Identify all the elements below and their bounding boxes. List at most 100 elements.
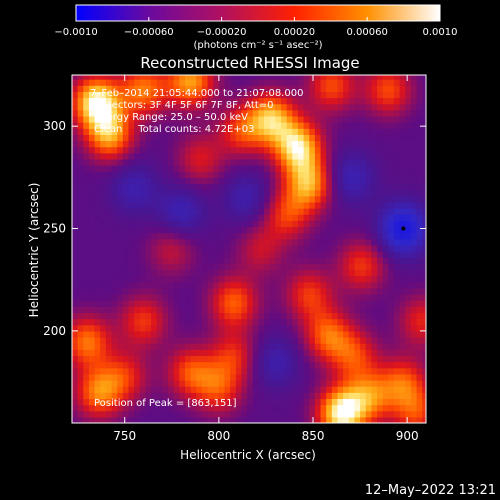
heatmap-cell (405, 140, 412, 148)
heatmap-cell (162, 79, 169, 86)
heatmap-cell (320, 349, 327, 357)
heatmap-cell (83, 232, 90, 240)
heatmap-cell (94, 367, 101, 375)
heatmap-cell (314, 380, 322, 387)
heatmap-cell (286, 183, 293, 191)
heatmap-cell (139, 189, 147, 197)
heatmap-cell (196, 330, 203, 338)
heatmap-cell (117, 115, 124, 123)
heatmap-cell (309, 337, 316, 344)
heatmap-cell (94, 263, 101, 271)
heatmap-cell (77, 337, 84, 344)
heatmap-cell (94, 380, 101, 387)
heatmap-cell (343, 380, 350, 387)
heatmap-cell (224, 410, 231, 418)
heatmap-cell (292, 195, 299, 203)
heatmap-cell (83, 85, 90, 92)
heatmap-cell (393, 367, 401, 375)
heatmap-cell (264, 380, 271, 387)
heatmap-cell (241, 306, 248, 314)
heatmap-cell (252, 140, 260, 148)
heatmap-cell (416, 263, 423, 271)
heatmap-cell (416, 244, 423, 252)
heatmap-cell (190, 337, 197, 344)
heatmap-cell (134, 281, 141, 289)
heatmap-cell (320, 97, 327, 105)
heatmap-cell (292, 275, 299, 283)
heatmap-cell (201, 195, 209, 203)
heatmap-cell (190, 355, 197, 363)
heatmap-cell (354, 189, 361, 197)
heatmap-cell (388, 208, 395, 215)
heatmap-cell (134, 386, 141, 393)
heatmap-cell (179, 214, 186, 221)
heatmap-cell (83, 103, 90, 111)
heatmap-cell (122, 226, 130, 234)
heatmap-cell (184, 349, 192, 357)
heatmap-cell (162, 281, 169, 289)
heatmap-cell (94, 294, 101, 301)
heatmap-cell (354, 355, 361, 363)
heatmap-cell (410, 337, 418, 344)
heatmap-cell (399, 165, 406, 172)
heatmap-cell (111, 146, 118, 154)
heatmap-cell (331, 386, 339, 393)
heatmap-cell (145, 122, 152, 129)
heatmap-cell (320, 287, 327, 295)
heatmap-cell (173, 312, 180, 320)
heatmap-cell (264, 171, 271, 178)
heatmap-cell (168, 75, 175, 80)
heatmap-cell (422, 398, 426, 406)
heatmap-cell (179, 410, 186, 418)
heatmap-cell (410, 318, 418, 326)
heatmap-cell (173, 122, 180, 129)
heatmap-cell (100, 75, 107, 80)
heatmap-cell (94, 306, 101, 314)
heatmap-cell (207, 238, 214, 246)
heatmap-cell (399, 337, 406, 344)
heatmap-cell (88, 294, 96, 301)
heatmap-cell (309, 373, 316, 381)
heatmap-cell (348, 306, 356, 314)
heatmap-cell (371, 165, 378, 172)
heatmap-cell (314, 91, 322, 99)
heatmap-cell (145, 361, 152, 369)
heatmap-cell (207, 281, 214, 289)
heatmap-cell (224, 392, 231, 400)
heatmap-cell (145, 189, 152, 197)
heatmap-cell (145, 195, 152, 203)
heatmap-cell (337, 134, 344, 142)
heatmap-cell (286, 324, 293, 332)
heatmap-cell (179, 97, 186, 105)
heatmap-cell (264, 404, 271, 412)
heatmap-cell (88, 416, 96, 423)
heatmap-cell (134, 232, 141, 240)
heatmap-cell (326, 380, 333, 387)
heatmap-cell (218, 214, 226, 221)
heatmap-cell (94, 220, 101, 228)
heatmap-cell (422, 263, 426, 271)
heatmap-cell (422, 281, 426, 289)
heatmap-cell (168, 312, 175, 320)
heatmap-cell (122, 330, 130, 338)
heatmap-cell (196, 287, 203, 295)
heatmap-cell (410, 263, 418, 271)
heatmap-cell (388, 373, 395, 381)
heatmap-cell (156, 158, 163, 166)
heatmap-cell (83, 373, 90, 381)
heatmap-cell (309, 244, 316, 252)
heatmap-cell (286, 208, 293, 215)
heatmap-cell (218, 355, 226, 363)
heatmap-cell (111, 257, 118, 264)
heatmap-cell (326, 263, 333, 271)
heatmap-cell (201, 232, 209, 240)
heatmap-cell (230, 373, 237, 381)
heatmap-cell (235, 257, 243, 264)
heatmap-cell (399, 85, 406, 92)
heatmap-cell (314, 324, 322, 332)
y-tick-label: 300 (43, 119, 66, 133)
heatmap-cell (105, 122, 113, 129)
heatmap-cell (269, 324, 276, 332)
heatmap-cell (275, 287, 282, 295)
heatmap-cell (156, 79, 163, 86)
